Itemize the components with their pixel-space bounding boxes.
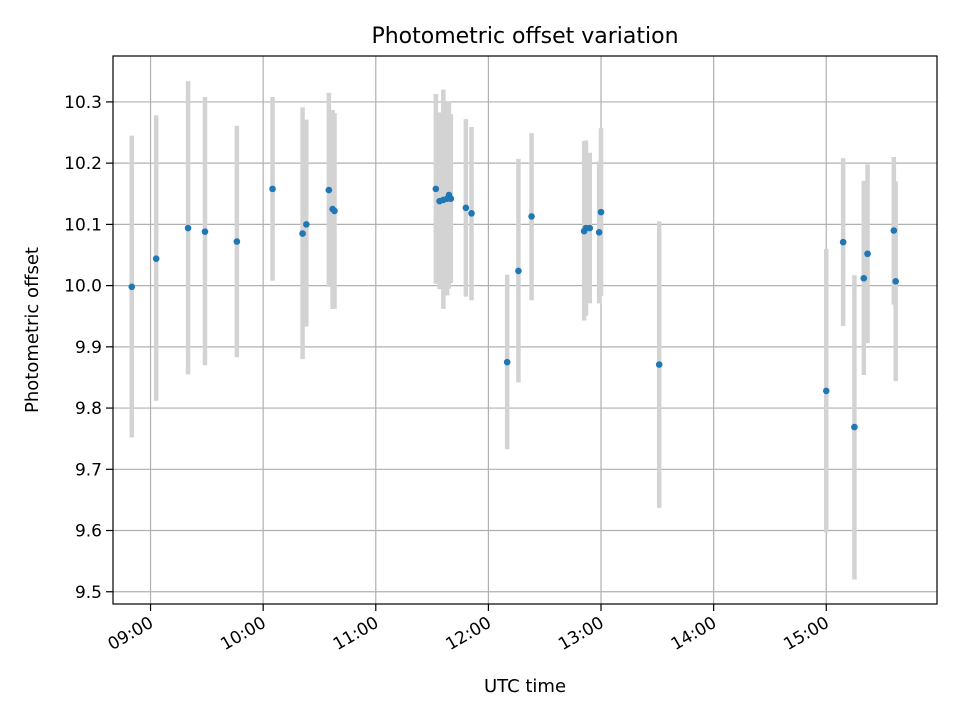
data-point [515,267,522,275]
y-axis-label: Photometric offset [22,247,43,413]
grid [113,56,937,604]
x-tick-label: 13:00 [555,613,607,655]
data-point [269,185,276,193]
data-point [503,358,511,366]
y-tick-label: 9.5 [75,583,102,603]
y-tick-label: 9.8 [75,399,102,419]
data-point [303,221,310,228]
data-point [655,361,663,368]
y-tick-label: 9.9 [75,338,102,358]
data-point [586,224,594,232]
data-point [822,387,830,395]
data-point [595,229,603,236]
y-axis-ticks: 9.5 9.6 9.7 9.8 9.9 10.0 10.1 10.2 10.3 [64,93,113,603]
data-point [839,238,847,246]
data-point [851,423,858,431]
data-point [890,227,898,234]
data-point [128,283,136,291]
data-point [201,228,209,236]
data-point [331,207,338,215]
data-point [860,274,868,282]
x-axis-ticks: 09:00 10:00 11:00 12:00 13:00 14:00 15:00 [105,604,833,655]
data-points [128,185,900,431]
data-point [432,185,440,193]
data-point [447,195,455,202]
data-point [597,208,605,216]
y-tick-label: 10.2 [64,154,102,174]
x-axis-label: UTC time [484,676,566,697]
data-point [462,204,470,212]
data-point [864,250,871,258]
y-tick-label: 9.6 [75,522,102,542]
error-bars [129,81,898,580]
x-tick-label: 15:00 [780,613,832,655]
x-tick-label: 12:00 [442,613,494,655]
data-point [233,238,241,245]
x-tick-label: 11:00 [330,613,382,655]
data-point [299,230,306,237]
x-tick-label: 14:00 [668,613,720,655]
y-tick-label: 10.0 [64,277,102,297]
data-point [892,278,900,285]
plot-frame [112,55,938,605]
data-point [468,210,475,217]
x-tick-label: 09:00 [105,613,157,655]
y-tick-label: 10.3 [64,93,102,113]
data-point [184,224,192,232]
x-tick-label: 10:00 [217,613,269,655]
data-point [528,213,535,220]
y-tick-label: 10.1 [64,215,102,235]
data-point [325,186,333,194]
data-point [152,255,160,262]
y-tick-label: 9.7 [75,460,102,480]
chart-title: Photometric offset variation [371,24,678,49]
